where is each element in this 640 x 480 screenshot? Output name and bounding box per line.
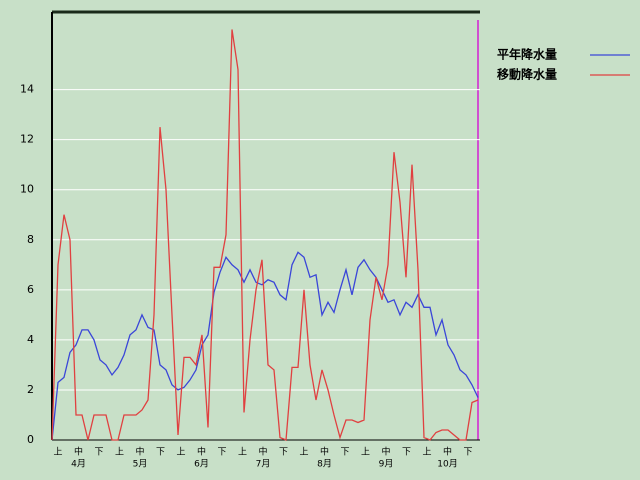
legend-label: 移動降水量: [497, 67, 557, 82]
month-label: 4月: [71, 459, 86, 470]
x-tick-label: 下: [217, 448, 226, 458]
month-label: 5月: [133, 459, 148, 470]
x-tick-label: 上: [361, 447, 370, 458]
x-tick-label: 上: [115, 447, 124, 458]
y-tick-label: 2: [27, 383, 34, 396]
y-tick-label: 4: [27, 333, 34, 346]
x-tick-label: 中: [74, 446, 83, 458]
y-tick-label: 8: [27, 233, 34, 246]
x-tick-label: 下: [279, 448, 288, 458]
x-tick-label: 下: [156, 448, 165, 458]
x-tick-label: 上: [53, 447, 62, 458]
x-tick-label: 上: [176, 447, 185, 458]
y-tick-label: 12: [20, 133, 34, 146]
x-tick-label: 中: [381, 446, 390, 458]
month-label: 9月: [379, 459, 394, 470]
month-label: 10月: [437, 459, 457, 470]
x-tick-label: 上: [238, 447, 247, 458]
x-tick-label: 中: [258, 446, 267, 458]
x-tick-label: 下: [402, 448, 411, 458]
y-tick-label: 10: [20, 183, 34, 196]
x-tick-label: 下: [463, 448, 472, 458]
x-tick-label: 上: [422, 447, 431, 458]
x-tick-label: 上: [299, 447, 308, 458]
legend-label: 平年降水量: [497, 47, 557, 62]
y-tick-label: 0: [27, 433, 34, 446]
y-tick-label: 14: [20, 83, 34, 96]
x-tick-label: 下: [340, 448, 349, 458]
month-label: 6月: [194, 459, 209, 470]
series-line: [51, 29, 479, 441]
month-label: 8月: [317, 459, 332, 470]
x-tick-label: 中: [197, 446, 206, 458]
x-tick-label: 中: [443, 446, 452, 458]
x-tick-label: 下: [94, 448, 103, 458]
x-tick-label: 中: [135, 446, 144, 458]
series-line: [51, 251, 479, 441]
x-tick-label: 中: [320, 446, 329, 458]
month-label: 7月: [256, 459, 271, 470]
y-tick-label: 6: [27, 283, 34, 296]
